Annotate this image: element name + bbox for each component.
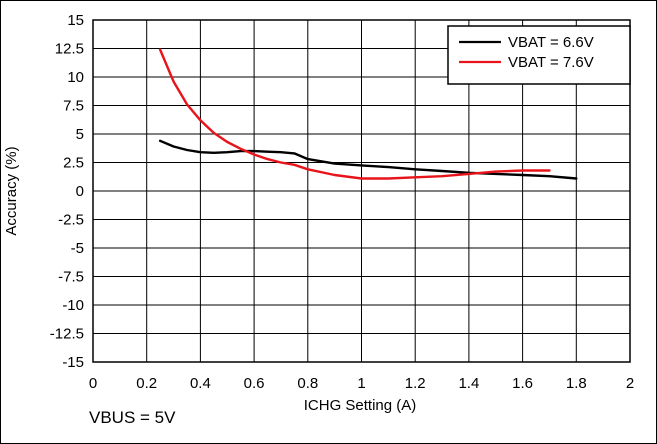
y-tick-label: 0 — [76, 183, 84, 200]
legend: VBAT = 6.6V VBAT = 7.6V — [447, 25, 631, 85]
x-tick-label: 0.4 — [190, 375, 211, 392]
y-tick-label: 15 — [67, 12, 84, 29]
y-tick-label: -7.5 — [58, 269, 84, 286]
plot-border — [92, 19, 631, 363]
x-tick-label: 0.2 — [136, 375, 157, 392]
series-line-1 — [158, 48, 551, 180]
x-tick-labels: 0 0.2 0.4 0.6 0.8 1 1.2 1.4 1.6 1.8 2 — [89, 375, 634, 392]
legend-label-vbat-6-6v: VBAT = 6.6V — [508, 34, 594, 51]
y-tick-label: -12.5 — [50, 326, 84, 343]
y-tick-label: -5 — [71, 240, 84, 257]
x-tick-label: 1 — [357, 375, 365, 392]
legend-label-vbat-7-6v: VBAT = 7.6V — [508, 54, 594, 71]
x-tick-label: 1.8 — [566, 375, 587, 392]
x-tick-label: 1.2 — [405, 375, 426, 392]
y-tick-label: 10 — [67, 69, 84, 86]
x-tick-label: 2 — [626, 375, 634, 392]
series-layer — [158, 48, 578, 180]
y-tick-label: 7.5 — [63, 98, 84, 115]
x-tick-label: 1.4 — [458, 375, 479, 392]
y-tick-label: 12.5 — [55, 41, 84, 58]
y-tick-label: 2.5 — [63, 155, 84, 172]
y-tick-label: 5 — [76, 126, 84, 143]
x-axis-label: ICHG Setting (A) — [304, 397, 417, 414]
y-tick-label: -2.5 — [58, 212, 84, 229]
footnote-vbus: VBUS = 5V — [89, 408, 176, 427]
y-tick-label: -10 — [62, 297, 84, 314]
x-tick-label: 0 — [89, 375, 97, 392]
x-tick-label: 0.6 — [244, 375, 265, 392]
y-tick-labels: 15 12.5 10 7.5 5 2.5 0 -2.5 -5 -7.5 -10 -12.5 -15 — [50, 12, 84, 371]
y-axis-label: Accuracy (%) — [3, 146, 20, 235]
y-tick-label: -15 — [62, 354, 84, 371]
legend-box — [447, 25, 631, 85]
series-line-0 — [158, 139, 578, 180]
x-tick-label: 1.6 — [512, 375, 533, 392]
x-tick-label: 0.8 — [297, 375, 318, 392]
